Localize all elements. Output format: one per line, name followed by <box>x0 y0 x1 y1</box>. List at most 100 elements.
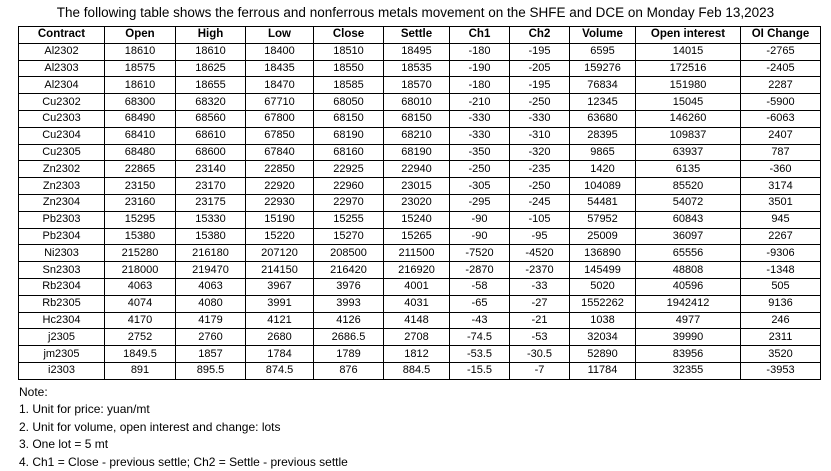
value-cell: 159276 <box>569 59 636 78</box>
value-cell: 891 <box>104 361 176 380</box>
value-cell: 28395 <box>569 126 636 145</box>
value-cell: 18610 <box>104 76 176 95</box>
value-cell: 246 <box>740 311 821 330</box>
value-cell: -30.5 <box>509 345 570 363</box>
column-header-close: Close <box>313 26 384 44</box>
value-cell: -7 <box>509 361 570 380</box>
value-cell: 1812 <box>383 345 450 363</box>
value-cell: 4063 <box>175 277 246 296</box>
value-cell: 208500 <box>313 244 384 263</box>
column-header-ch2: Ch2 <box>509 26 570 44</box>
value-cell: 2708 <box>383 328 450 347</box>
value-cell: -2870 <box>449 261 510 279</box>
value-cell: 22940 <box>383 160 450 179</box>
table-row: Rb2304 4063 4063 3967 3976 4001 -58 -33 5020 4059… <box>18 277 821 296</box>
value-cell: 18495 <box>383 42 450 61</box>
value-cell: 3991 <box>245 294 314 313</box>
value-cell: 32034 <box>569 328 636 347</box>
value-cell: 68210 <box>383 126 450 145</box>
column-header-open-interest: Open interest <box>635 26 741 44</box>
value-cell: 172516 <box>635 59 741 78</box>
value-cell: 11784 <box>569 361 636 380</box>
value-cell: -105 <box>509 210 570 229</box>
value-cell: 3976 <box>313 277 384 296</box>
value-cell: -33 <box>509 277 570 296</box>
value-cell: -330 <box>509 109 570 128</box>
value-cell: -180 <box>449 76 510 95</box>
value-cell: -195 <box>509 76 570 95</box>
value-cell: 23020 <box>383 193 450 212</box>
notes-section: Note: 1. Unit for price: yuan/mt 2. Unit… <box>19 384 831 471</box>
table-row: jm2305 1849.5 1857 1784 1789 1812 -53.5 -30.5 52… <box>18 345 821 363</box>
value-cell: 18535 <box>383 59 450 78</box>
value-cell: 4074 <box>104 294 176 313</box>
value-cell: 4121 <box>245 311 314 330</box>
table-row: Ni2303 215280 216180 207120 208500 211500 -752… <box>18 244 821 263</box>
value-cell: 63937 <box>635 143 741 162</box>
value-cell: -330 <box>449 109 510 128</box>
value-cell: 1420 <box>569 160 636 179</box>
value-cell: -27 <box>509 294 570 313</box>
value-cell: -190 <box>449 59 510 78</box>
column-header-settle: Settle <box>383 26 450 44</box>
value-cell: 3520 <box>740 345 821 363</box>
value-cell: 23170 <box>175 177 246 195</box>
value-cell: -90 <box>449 210 510 229</box>
value-cell: 18585 <box>313 76 384 95</box>
value-cell: 68610 <box>175 126 246 145</box>
contract-cell: Zn2302 <box>18 160 105 179</box>
value-cell: -53.5 <box>449 345 510 363</box>
value-cell: 884.5 <box>383 361 450 380</box>
value-cell: 6135 <box>635 160 741 179</box>
value-cell: 15220 <box>245 227 314 246</box>
value-cell: 3174 <box>740 177 821 195</box>
value-cell: -7520 <box>449 244 510 263</box>
contract-cell: Pb2303 <box>18 210 105 229</box>
value-cell: 68410 <box>104 126 176 145</box>
value-cell: 22865 <box>104 160 176 179</box>
value-cell: 1038 <box>569 311 636 330</box>
value-cell: 215280 <box>104 244 176 263</box>
value-cell: 136890 <box>569 244 636 263</box>
value-cell: 48808 <box>635 261 741 279</box>
value-cell: 219470 <box>175 261 246 279</box>
value-cell: 25009 <box>569 227 636 246</box>
value-cell: 1552262 <box>569 294 636 313</box>
value-cell: -21 <box>509 311 570 330</box>
value-cell: 23015 <box>383 177 450 195</box>
value-cell: -210 <box>449 93 510 111</box>
value-cell: 68320 <box>175 93 246 111</box>
value-cell: 67850 <box>245 126 314 145</box>
value-cell: 104089 <box>569 177 636 195</box>
value-cell: 2760 <box>175 328 246 347</box>
value-cell: 68050 <box>313 93 384 111</box>
value-cell: 18470 <box>245 76 314 95</box>
value-cell: 12345 <box>569 93 636 111</box>
value-cell: 2686.5 <box>313 328 384 347</box>
value-cell: -9306 <box>740 244 821 263</box>
value-cell: 76834 <box>569 76 636 95</box>
table-header: Contract Open High Low Close Settle Ch1 Ch2 Volu… <box>18 26 821 44</box>
value-cell: -65 <box>449 294 510 313</box>
contract-cell: Al2302 <box>18 42 105 61</box>
value-cell: -2765 <box>740 42 821 61</box>
contract-cell: Rb2304 <box>18 277 105 296</box>
value-cell: 15380 <box>175 227 246 246</box>
value-cell: 68190 <box>313 126 384 145</box>
value-cell: 1857 <box>175 345 246 363</box>
value-cell: 22920 <box>245 177 314 195</box>
value-cell: 216920 <box>383 261 450 279</box>
value-cell: -295 <box>449 193 510 212</box>
value-cell: 4179 <box>175 311 246 330</box>
table-header-row: Contract Open High Low Close Settle Ch1 Ch2 Volu… <box>18 26 821 44</box>
column-header-high: High <box>175 26 246 44</box>
value-cell: 18625 <box>175 59 246 78</box>
table-row: Al2302 18610 18610 18400 18510 18495 -180 -195 6… <box>18 42 821 61</box>
value-cell: 15270 <box>313 227 384 246</box>
value-cell: -320 <box>509 143 570 162</box>
value-cell: 18610 <box>175 42 246 61</box>
table-row: Zn2304 23160 23175 22930 22970 23020 -295 -245 5… <box>18 193 821 212</box>
table-row: Cu2304 68410 68610 67850 68190 68210 -330 -310 2… <box>18 126 821 145</box>
value-cell: 83956 <box>635 345 741 363</box>
